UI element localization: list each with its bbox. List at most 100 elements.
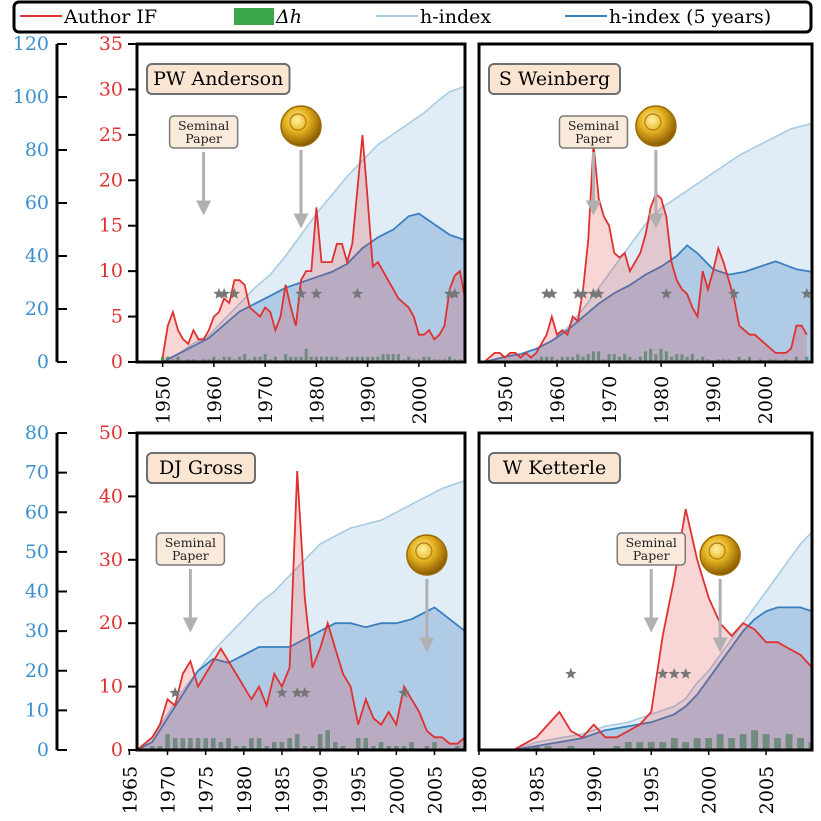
delta-h-bar	[567, 746, 575, 750]
delta-h-bar	[289, 356, 293, 362]
star-marker	[572, 287, 584, 299]
delta-h-bar	[310, 746, 315, 750]
delta-h-bar	[165, 734, 170, 750]
if-tick-label: 25	[99, 124, 123, 146]
delta-h-bar	[272, 742, 277, 750]
panel-title: W Ketterle	[503, 457, 606, 479]
delta-h-bar	[350, 356, 354, 362]
if-tick-label: 20	[99, 169, 123, 191]
delta-h-bar	[690, 354, 694, 362]
delta-h-bar	[376, 356, 380, 362]
author-if-line	[137, 470, 465, 750]
delta-h-bar	[371, 746, 376, 750]
legend-label-author-if: Author IF	[63, 6, 157, 28]
plot-area	[161, 85, 465, 362]
x-tick-label: 1970	[158, 766, 180, 814]
delta-h-bar	[737, 356, 741, 362]
delta-h-bar	[333, 742, 338, 750]
delta-h-bar	[243, 354, 247, 362]
delta-h-bar	[150, 746, 155, 750]
delta-h-bar	[386, 746, 391, 750]
panel-frame	[135, 431, 467, 752]
x-tick-label: 1950	[495, 376, 517, 424]
delta-h-bar	[565, 356, 569, 362]
star-marker	[218, 287, 230, 299]
nobel-medal-icon	[699, 534, 741, 576]
delta-h-bar	[212, 356, 216, 362]
delta-h-bar	[685, 356, 689, 362]
delta-h-bar	[180, 738, 186, 750]
author-if-line	[161, 134, 465, 358]
h-index-5y-line	[137, 606, 465, 750]
x-tick-label: 1995	[641, 766, 663, 814]
delta-h-bar	[682, 742, 690, 750]
delta-h-bar	[597, 351, 601, 362]
delta-h-bar	[391, 354, 395, 362]
delta-h-bar	[701, 356, 705, 362]
seminal-paper-box	[616, 532, 686, 566]
delta-h-bar	[381, 354, 385, 362]
delta-h-bar	[424, 746, 430, 750]
delta-h-bar	[448, 356, 452, 362]
delta-h-bar	[693, 738, 701, 750]
delta-h-bar	[716, 734, 724, 750]
seminal-paper-label: Seminal	[626, 535, 677, 550]
left-tick-label: 40	[25, 245, 49, 267]
delta-h-bar	[335, 356, 339, 362]
star-marker	[299, 686, 311, 698]
x-tick-label: 1970	[255, 376, 277, 424]
delta-h-bar	[670, 738, 678, 750]
x-tick-label: 2000	[755, 376, 777, 424]
delta-h-bar	[287, 738, 292, 750]
delta-h-bar	[203, 738, 208, 750]
delta-h-bar	[264, 746, 269, 750]
h-index-line	[137, 479, 465, 750]
star-marker	[801, 287, 813, 299]
x-tick-label: 2005	[424, 766, 446, 814]
left-tick-label: 40	[25, 581, 49, 603]
delta-h-bar	[422, 356, 426, 362]
star-marker	[228, 287, 241, 299]
h-index-5y-area	[162, 213, 465, 362]
seminal-paper-box	[155, 532, 226, 566]
seminal-paper-box	[558, 115, 629, 149]
if-tick-label: 10	[99, 676, 123, 698]
if-tick-label: 40	[99, 485, 123, 507]
left-tick-label: 70	[25, 462, 49, 484]
left-tick-label: 60	[25, 192, 49, 214]
left-tick-label: 30	[25, 620, 49, 642]
delta-h-bar	[211, 738, 216, 750]
delta-h-bar	[533, 746, 540, 750]
delta-h-bar	[195, 738, 201, 750]
panel-title-box	[146, 452, 256, 484]
delta-h-bar	[675, 354, 679, 362]
delta-h-bar	[284, 354, 288, 362]
delta-h-bar	[762, 734, 770, 750]
h-index-5y-line	[483, 244, 812, 362]
delta-h-bar	[157, 746, 163, 750]
legend: Author IF Δh h-index h-index (5 years)	[12, 0, 813, 34]
star-marker	[169, 686, 181, 698]
delta-h-bar	[249, 738, 254, 750]
author-if-line	[483, 143, 808, 362]
if-tick-label: 30	[99, 549, 123, 571]
delta-h-bar	[401, 746, 407, 750]
panel-frame	[477, 42, 814, 364]
delta-h-bar	[188, 738, 193, 750]
h-index-5y-line	[513, 606, 812, 750]
delta-h-bar	[550, 356, 554, 362]
seminal-paper-label: Paper	[172, 548, 209, 563]
if-tick-label: 5	[111, 306, 123, 328]
delta-h-bar	[253, 356, 257, 362]
plot-area	[483, 122, 812, 362]
delta-h-bar	[649, 348, 653, 362]
delta-h-bar	[386, 354, 390, 362]
x-tick-label: 2000	[409, 376, 431, 424]
left-tick-label: 0	[37, 351, 49, 373]
delta-h-bar	[539, 356, 543, 362]
x-tick-label: 2000	[699, 766, 721, 814]
